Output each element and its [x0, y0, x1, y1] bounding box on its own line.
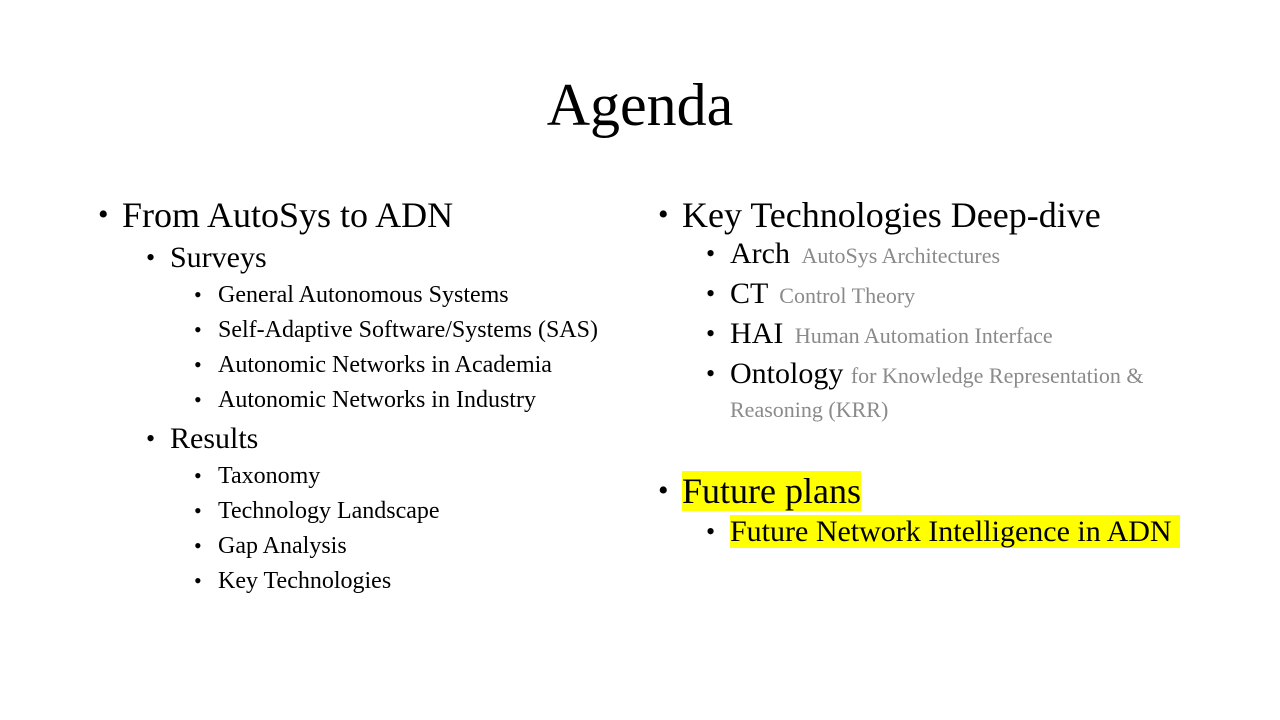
item-label: General Autonomous Systems: [218, 282, 509, 308]
agenda-item-future-plans: • Future plans: [658, 471, 1218, 511]
right-column: • Key Technologies Deep-dive • Arch Auto…: [658, 195, 1218, 549]
subitem-ct: • CT Control Theory: [706, 277, 1218, 313]
item-label: Ontology: [730, 357, 844, 390]
list-item: • General Autonomous Systems: [194, 281, 638, 309]
subitem-ontology: • Ontology for Knowledge Representation …: [706, 357, 1218, 425]
bullet-icon: •: [706, 359, 716, 388]
bullet-icon: •: [98, 198, 109, 231]
item-label: From AutoSys to ADN: [122, 195, 454, 235]
list-item: • Key Technologies: [194, 567, 638, 595]
list-item: • Autonomic Networks in Industry: [194, 386, 638, 414]
item-label: Surveys: [170, 241, 267, 274]
item-label: Autonomic Networks in Academia: [218, 352, 552, 378]
bullet-icon: •: [706, 279, 716, 308]
item-label: Arch: [730, 237, 790, 270]
bullet-icon: •: [194, 352, 202, 377]
item-label: Gap Analysis: [218, 533, 347, 559]
bullet-icon: •: [706, 239, 716, 268]
bullet-icon: •: [194, 498, 202, 523]
item-label-highlighted: Future Network Intelligence in ADN: [730, 515, 1180, 548]
item-label: Results: [170, 422, 259, 455]
item-note: for Knowledge Representation & Reasoning…: [730, 363, 1144, 422]
subitem-hai: • HAI Human Automation Interface: [706, 317, 1218, 353]
bullet-icon: •: [194, 282, 202, 307]
subitem-future-network-intelligence: • Future Network Intelligence in ADN: [706, 515, 1218, 549]
item-note: Control Theory: [779, 283, 916, 308]
bullet-icon: •: [194, 463, 202, 488]
list-item: • Taxonomy: [194, 462, 638, 490]
slide-title: Agenda: [546, 72, 734, 138]
item-note: AutoSys Architectures: [801, 243, 1001, 268]
item-label: Technology Landscape: [218, 498, 440, 524]
bullet-icon: •: [194, 568, 202, 593]
item-label: Key Technologies Deep-dive: [682, 195, 1101, 235]
item-label: Key Technologies: [218, 568, 392, 594]
list-item: • Gap Analysis: [194, 532, 638, 560]
bullet-icon: •: [194, 317, 202, 342]
bullet-icon: •: [658, 474, 669, 507]
item-label: HAI: [730, 317, 784, 350]
agenda-item-autosys-to-adn: • From AutoSys to ADN: [98, 195, 638, 235]
subitem-surveys: • Surveys: [146, 241, 638, 275]
item-label: Self-Adaptive Software/Systems (SAS): [218, 317, 598, 343]
bullet-icon: •: [706, 517, 716, 546]
subitem-arch: • Arch AutoSys Architectures: [706, 237, 1218, 273]
list-item: • Autonomic Networks in Academia: [194, 351, 638, 379]
bullet-icon: •: [194, 533, 202, 558]
left-column: • From AutoSys to ADN • Surveys • Genera…: [98, 195, 638, 595]
bullet-icon: •: [658, 198, 669, 231]
item-label: CT: [730, 277, 768, 310]
subitem-results: • Results: [146, 422, 638, 456]
bullet-icon: •: [706, 319, 716, 348]
bullet-icon: •: [146, 243, 156, 272]
agenda-item-key-technologies: • Key Technologies Deep-dive: [658, 195, 1218, 235]
item-note: Human Automation Interface: [794, 323, 1053, 348]
item-label-highlighted: Future plans: [682, 471, 861, 511]
list-item: • Technology Landscape: [194, 497, 638, 525]
bullet-icon: •: [146, 424, 156, 453]
item-label: Autonomic Networks in Industry: [218, 387, 536, 413]
item-label: Taxonomy: [218, 463, 321, 489]
list-item: • Self-Adaptive Software/Systems (SAS): [194, 316, 638, 344]
bullet-icon: •: [194, 387, 202, 412]
